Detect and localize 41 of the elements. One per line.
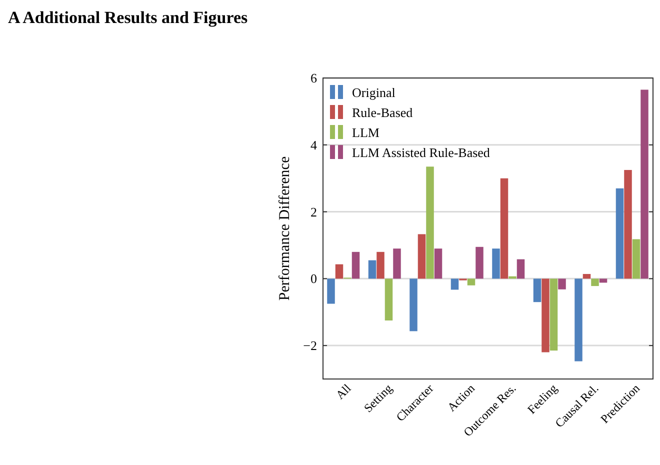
x-tick-label: All (332, 380, 354, 402)
bar (393, 248, 401, 279)
bar (574, 278, 582, 362)
y-tick-label: 0 (310, 271, 317, 286)
bar (450, 278, 459, 290)
y-tick-label: −2 (303, 338, 317, 354)
text: A Additional Results and Figures (8, 8, 248, 27)
bar (467, 278, 476, 286)
bar (558, 278, 566, 290)
bar (492, 248, 500, 279)
bar (476, 246, 484, 279)
bar (434, 248, 442, 279)
bar (624, 170, 632, 279)
y-tick-label: 2 (310, 204, 317, 220)
bar (410, 278, 418, 332)
bar (384, 278, 393, 320)
bar (616, 188, 624, 279)
legend-label: LLM (352, 125, 380, 140)
bar (591, 278, 599, 286)
y-axis-title: Performance Difference (277, 156, 293, 301)
legend-label: Original (352, 85, 396, 100)
bar (550, 278, 558, 351)
bar (376, 252, 384, 279)
bar (640, 90, 648, 279)
y-tick-label: 6 (310, 70, 318, 86)
bar (418, 234, 426, 279)
bar (542, 278, 550, 352)
bar (599, 278, 608, 283)
legend-label: Rule-Based (352, 105, 414, 120)
y-tick-label: 4 (310, 137, 318, 152)
bar (352, 252, 360, 279)
bar (516, 259, 525, 279)
legend-label: LLM Assisted Rule-Based (352, 145, 490, 160)
bar (500, 178, 508, 279)
bar (533, 278, 542, 302)
bar (582, 274, 591, 279)
bar (335, 264, 344, 279)
bar (368, 260, 376, 279)
bar (632, 239, 640, 279)
bar (327, 278, 335, 304)
bar (426, 166, 434, 279)
